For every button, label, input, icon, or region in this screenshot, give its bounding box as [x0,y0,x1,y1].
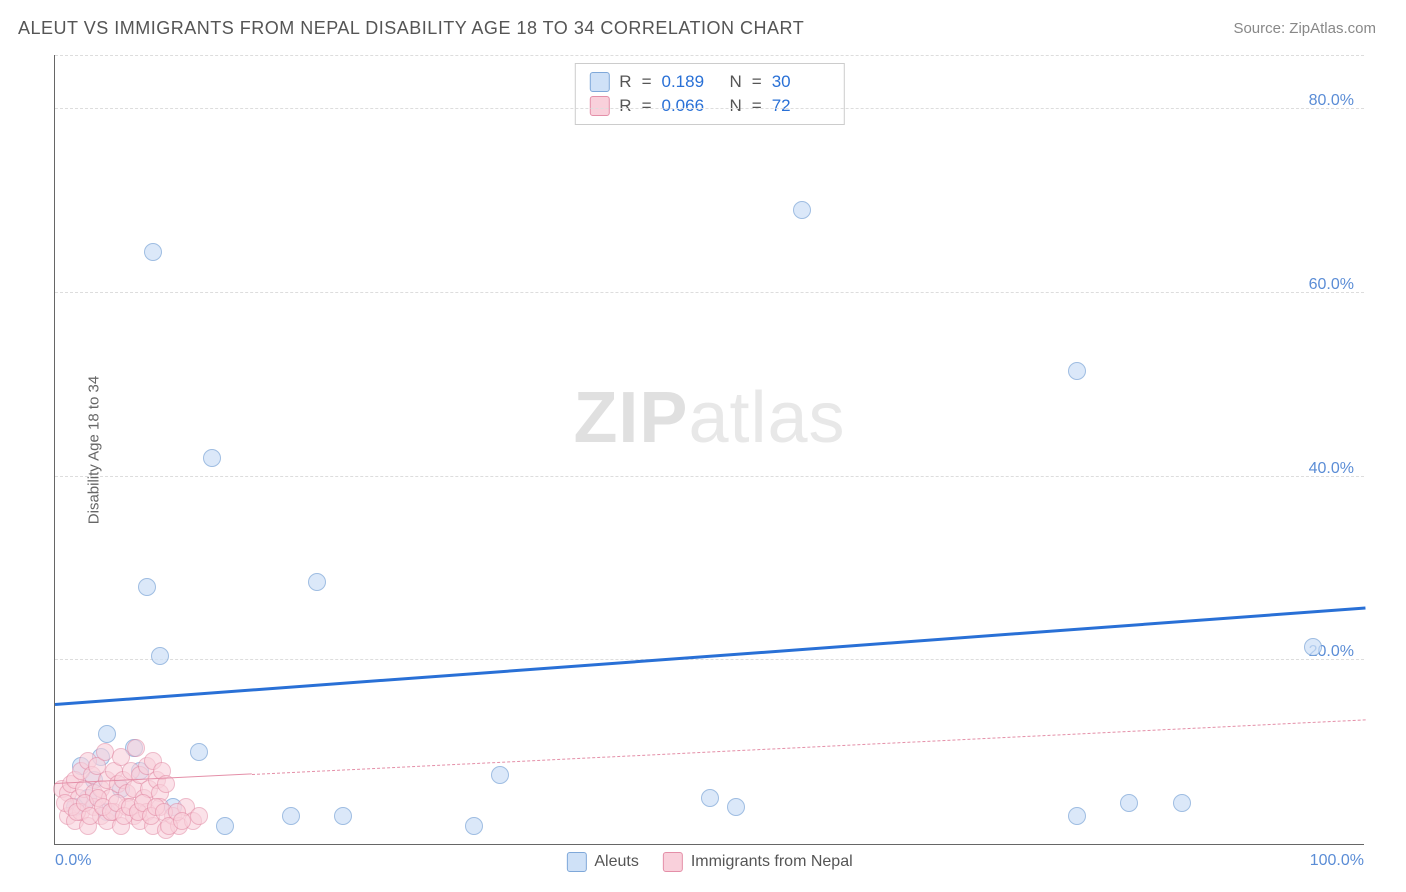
data-point [216,817,234,835]
data-point [173,812,191,830]
legend-label: Immigrants from Nepal [691,853,853,871]
source-attribution: Source: ZipAtlas.com [1233,20,1376,37]
data-point [727,798,745,816]
legend-item: Immigrants from Nepal [663,852,853,872]
data-point [465,817,483,835]
y-tick-label: 40.0% [1309,460,1354,478]
stat-n-label: N [730,96,742,116]
stat-n-value: 30 [772,72,830,92]
watermark: ZIPatlas [573,377,845,459]
data-point [144,243,162,261]
x-tick-max: 100.0% [1310,852,1364,870]
data-point [282,807,300,825]
stat-n-label: N [730,72,742,92]
y-tick-label: 60.0% [1309,276,1354,294]
trend-line [251,719,1365,775]
data-point [98,725,116,743]
watermark-light: atlas [688,378,845,458]
stats-row: R = 0.066 N = 72 [589,94,829,118]
gridline [55,476,1364,477]
gridline [55,292,1364,293]
y-tick-label: 80.0% [1309,92,1354,110]
series-legend: Aleuts Immigrants from Nepal [566,852,852,872]
data-point [151,647,169,665]
stat-r-value: 0.189 [662,72,720,92]
legend-item: Aleuts [566,852,638,872]
data-point [127,739,145,757]
stat-r-label: R [619,96,631,116]
chart-title: ALEUT VS IMMIGRANTS FROM NEPAL DISABILIT… [18,18,804,39]
data-point [491,766,509,784]
stat-n-value: 72 [772,96,830,116]
stats-row: R = 0.189 N = 30 [589,70,829,94]
data-point [1173,794,1191,812]
stat-eq: = [752,96,762,116]
gridline [55,108,1364,109]
data-point [1068,807,1086,825]
stat-eq: = [642,72,652,92]
legend-swatch [589,96,609,116]
watermark-bold: ZIP [573,378,688,458]
data-point [701,789,719,807]
chart-container: Disability Age 18 to 34 ZIPatlas R=0.189… [48,55,1378,845]
data-point [334,807,352,825]
data-point [793,201,811,219]
data-point [190,743,208,761]
legend-swatch [589,72,609,92]
stat-eq: = [642,96,652,116]
legend-swatch [663,852,683,872]
data-point [1068,362,1086,380]
legend-swatch [566,852,586,872]
stat-r-label: R [619,72,631,92]
gridline [55,55,1364,56]
data-point [1304,638,1322,656]
stat-eq: = [752,72,762,92]
stat-r-value: 0.066 [662,96,720,116]
data-point [138,578,156,596]
data-point [1120,794,1138,812]
gridline [55,659,1364,660]
plot-area: ZIPatlas R=0.189N=30R=0.066N=72 AleutsIm… [54,55,1364,845]
data-point [190,807,208,825]
data-point [308,573,326,591]
trend-line [55,607,1365,706]
stats-box: R = 0.189 N = 30 R = 0.066 N = 72 [574,63,844,125]
x-tick-min: 0.0% [55,852,91,870]
data-point [203,449,221,467]
legend-label: Aleuts [594,853,638,871]
